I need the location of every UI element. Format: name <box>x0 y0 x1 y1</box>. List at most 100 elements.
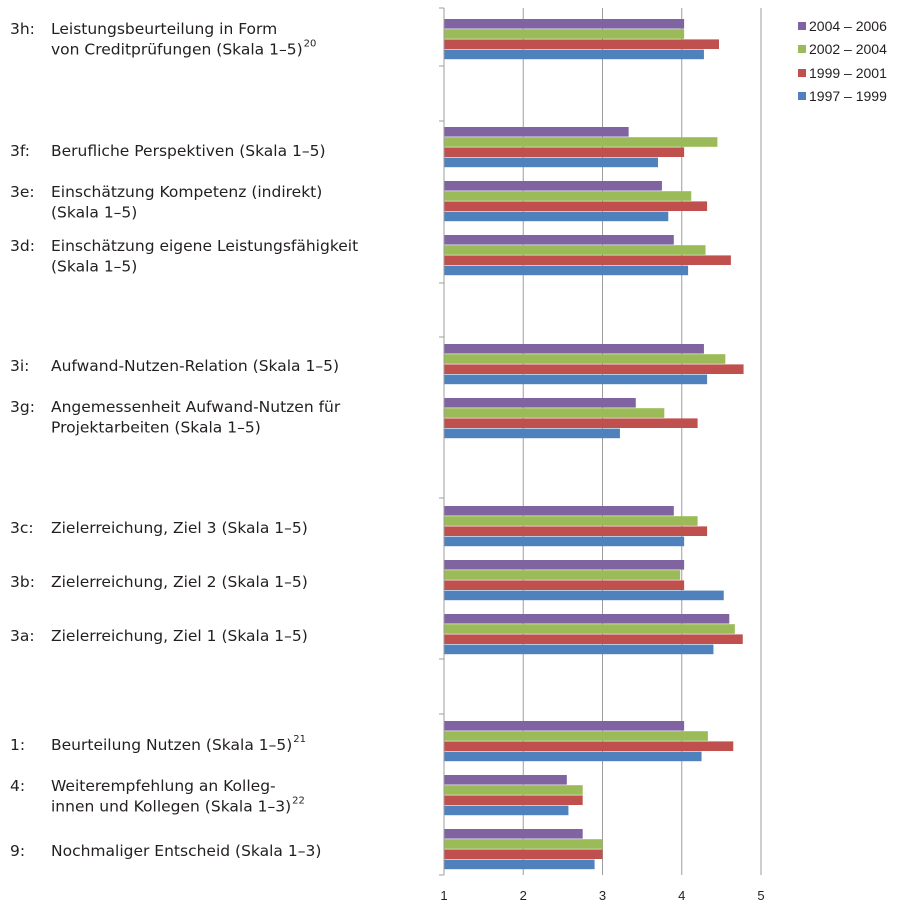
category-id: 3b: <box>10 573 35 591</box>
category-id: 3a: <box>10 627 35 645</box>
bar <box>444 245 706 255</box>
legend-swatch <box>798 45 806 54</box>
category-id: 3c: <box>10 519 34 537</box>
category-id: 9: <box>10 842 25 860</box>
bar <box>444 181 662 191</box>
category-id: 3h: <box>10 20 35 38</box>
bar <box>444 506 674 516</box>
bar <box>444 526 708 536</box>
bars <box>444 19 744 870</box>
bar <box>444 418 698 428</box>
bar <box>444 751 702 762</box>
category-id: 1: <box>10 736 25 754</box>
category-label: Nochmaliger Entscheid (Skala 1–3) <box>51 842 321 860</box>
category-label: Einschätzung eigene Leistungsfähigkeit <box>51 237 358 255</box>
bar <box>444 398 636 408</box>
bar <box>444 580 685 590</box>
bar <box>444 408 665 418</box>
x-tick-label: 3 <box>599 888 606 903</box>
legend-swatch <box>798 92 806 101</box>
x-tick-label: 2 <box>520 888 527 903</box>
category-label: Zielerreichung, Ziel 2 (Skala 1–5) <box>51 573 308 591</box>
bar <box>444 644 714 655</box>
legend-label: 1997 – 1999 <box>809 88 887 105</box>
footnote-marker: 22 <box>292 796 305 807</box>
bar <box>444 19 685 29</box>
x-tick-label: 5 <box>757 888 764 903</box>
legend: 2004 – 2006 2002 – 2004 1999 – 2001 1997 – … <box>798 14 887 108</box>
bar <box>444 731 708 741</box>
bar <box>444 191 692 201</box>
category-axis <box>439 7 445 876</box>
bar <box>444 570 681 580</box>
category-label: Beurteilung Nutzen (Skala 1–5) <box>51 736 292 754</box>
bar <box>444 29 685 39</box>
bar <box>444 741 734 751</box>
bar <box>444 560 685 570</box>
x-tick-label: 1 <box>440 888 447 903</box>
legend-item: 2002 – 2004 <box>798 38 887 62</box>
x-tick-label: 4 <box>678 888 685 903</box>
category-id: 3g: <box>10 398 35 416</box>
category-id: 3e: <box>10 183 35 201</box>
legend-item: 1997 – 1999 <box>798 85 887 109</box>
bar <box>444 147 685 157</box>
footnote-marker: 20 <box>304 39 317 50</box>
legend-item: 1999 – 2001 <box>798 61 887 85</box>
category-label: Zielerreichung, Ziel 3 (Skala 1–5) <box>51 519 308 537</box>
category-label: Berufliche Perspektiven (Skala 1–5) <box>51 142 326 160</box>
category-label: Einschätzung Kompetenz (indirekt) <box>51 183 322 201</box>
bar <box>444 614 730 624</box>
bar <box>444 634 743 644</box>
bar <box>444 255 731 265</box>
category-label: Angemessenheit Aufwand-Nutzen für <box>51 398 341 416</box>
bar <box>444 859 595 870</box>
bar <box>444 590 724 601</box>
category-id: 3d: <box>10 237 35 255</box>
category-label: Leistungsbeurteilung in Form <box>51 20 277 38</box>
bar <box>444 374 708 385</box>
bar <box>444 839 603 849</box>
category-id: 3f: <box>10 142 30 160</box>
category-id: 4: <box>10 777 25 795</box>
category-label: Weiterempfehlung an Kolleg- <box>51 777 276 795</box>
bar <box>444 849 603 859</box>
bar <box>444 137 718 147</box>
bar <box>444 235 674 245</box>
category-label: von Creditprüfungen (Skala 1–5) <box>51 41 303 59</box>
bar <box>444 805 569 816</box>
bar <box>444 157 658 168</box>
bar <box>444 354 726 364</box>
bar <box>444 721 685 731</box>
category-label: (Skala 1–5) <box>51 258 137 276</box>
legend-swatch <box>798 68 806 77</box>
bar <box>444 785 583 795</box>
category-label: innen und Kollegen (Skala 1–3) <box>51 798 291 816</box>
bar <box>444 344 704 354</box>
bar <box>444 201 708 211</box>
bar <box>444 49 704 60</box>
category-labels: 3h: Leistungsbeurteilung in Form von Credi… <box>10 20 358 860</box>
bar <box>444 516 698 526</box>
category-id: 3i: <box>10 357 29 375</box>
bar <box>444 127 629 137</box>
bar <box>444 39 719 49</box>
footnote-marker: 21 <box>293 734 306 745</box>
category-label: Zielerreichung, Ziel 1 (Skala 1–5) <box>51 627 308 645</box>
bar <box>444 795 583 805</box>
bar <box>444 536 685 547</box>
bar <box>444 364 744 374</box>
bar <box>444 624 735 634</box>
bar <box>444 829 583 839</box>
bar <box>444 211 669 222</box>
bar <box>444 775 567 785</box>
x-tick-labels: 1 2 3 4 5 <box>440 888 764 903</box>
bar <box>444 428 620 439</box>
legend-item: 2004 – 2006 <box>798 14 887 38</box>
category-label: Aufwand-Nutzen-Relation (Skala 1–5) <box>51 357 339 375</box>
legend-label: 1999 – 2001 <box>809 64 887 81</box>
bar <box>444 265 689 276</box>
category-label: Projektarbeiten (Skala 1–5) <box>51 419 261 437</box>
category-label: (Skala 1–5) <box>51 204 137 222</box>
